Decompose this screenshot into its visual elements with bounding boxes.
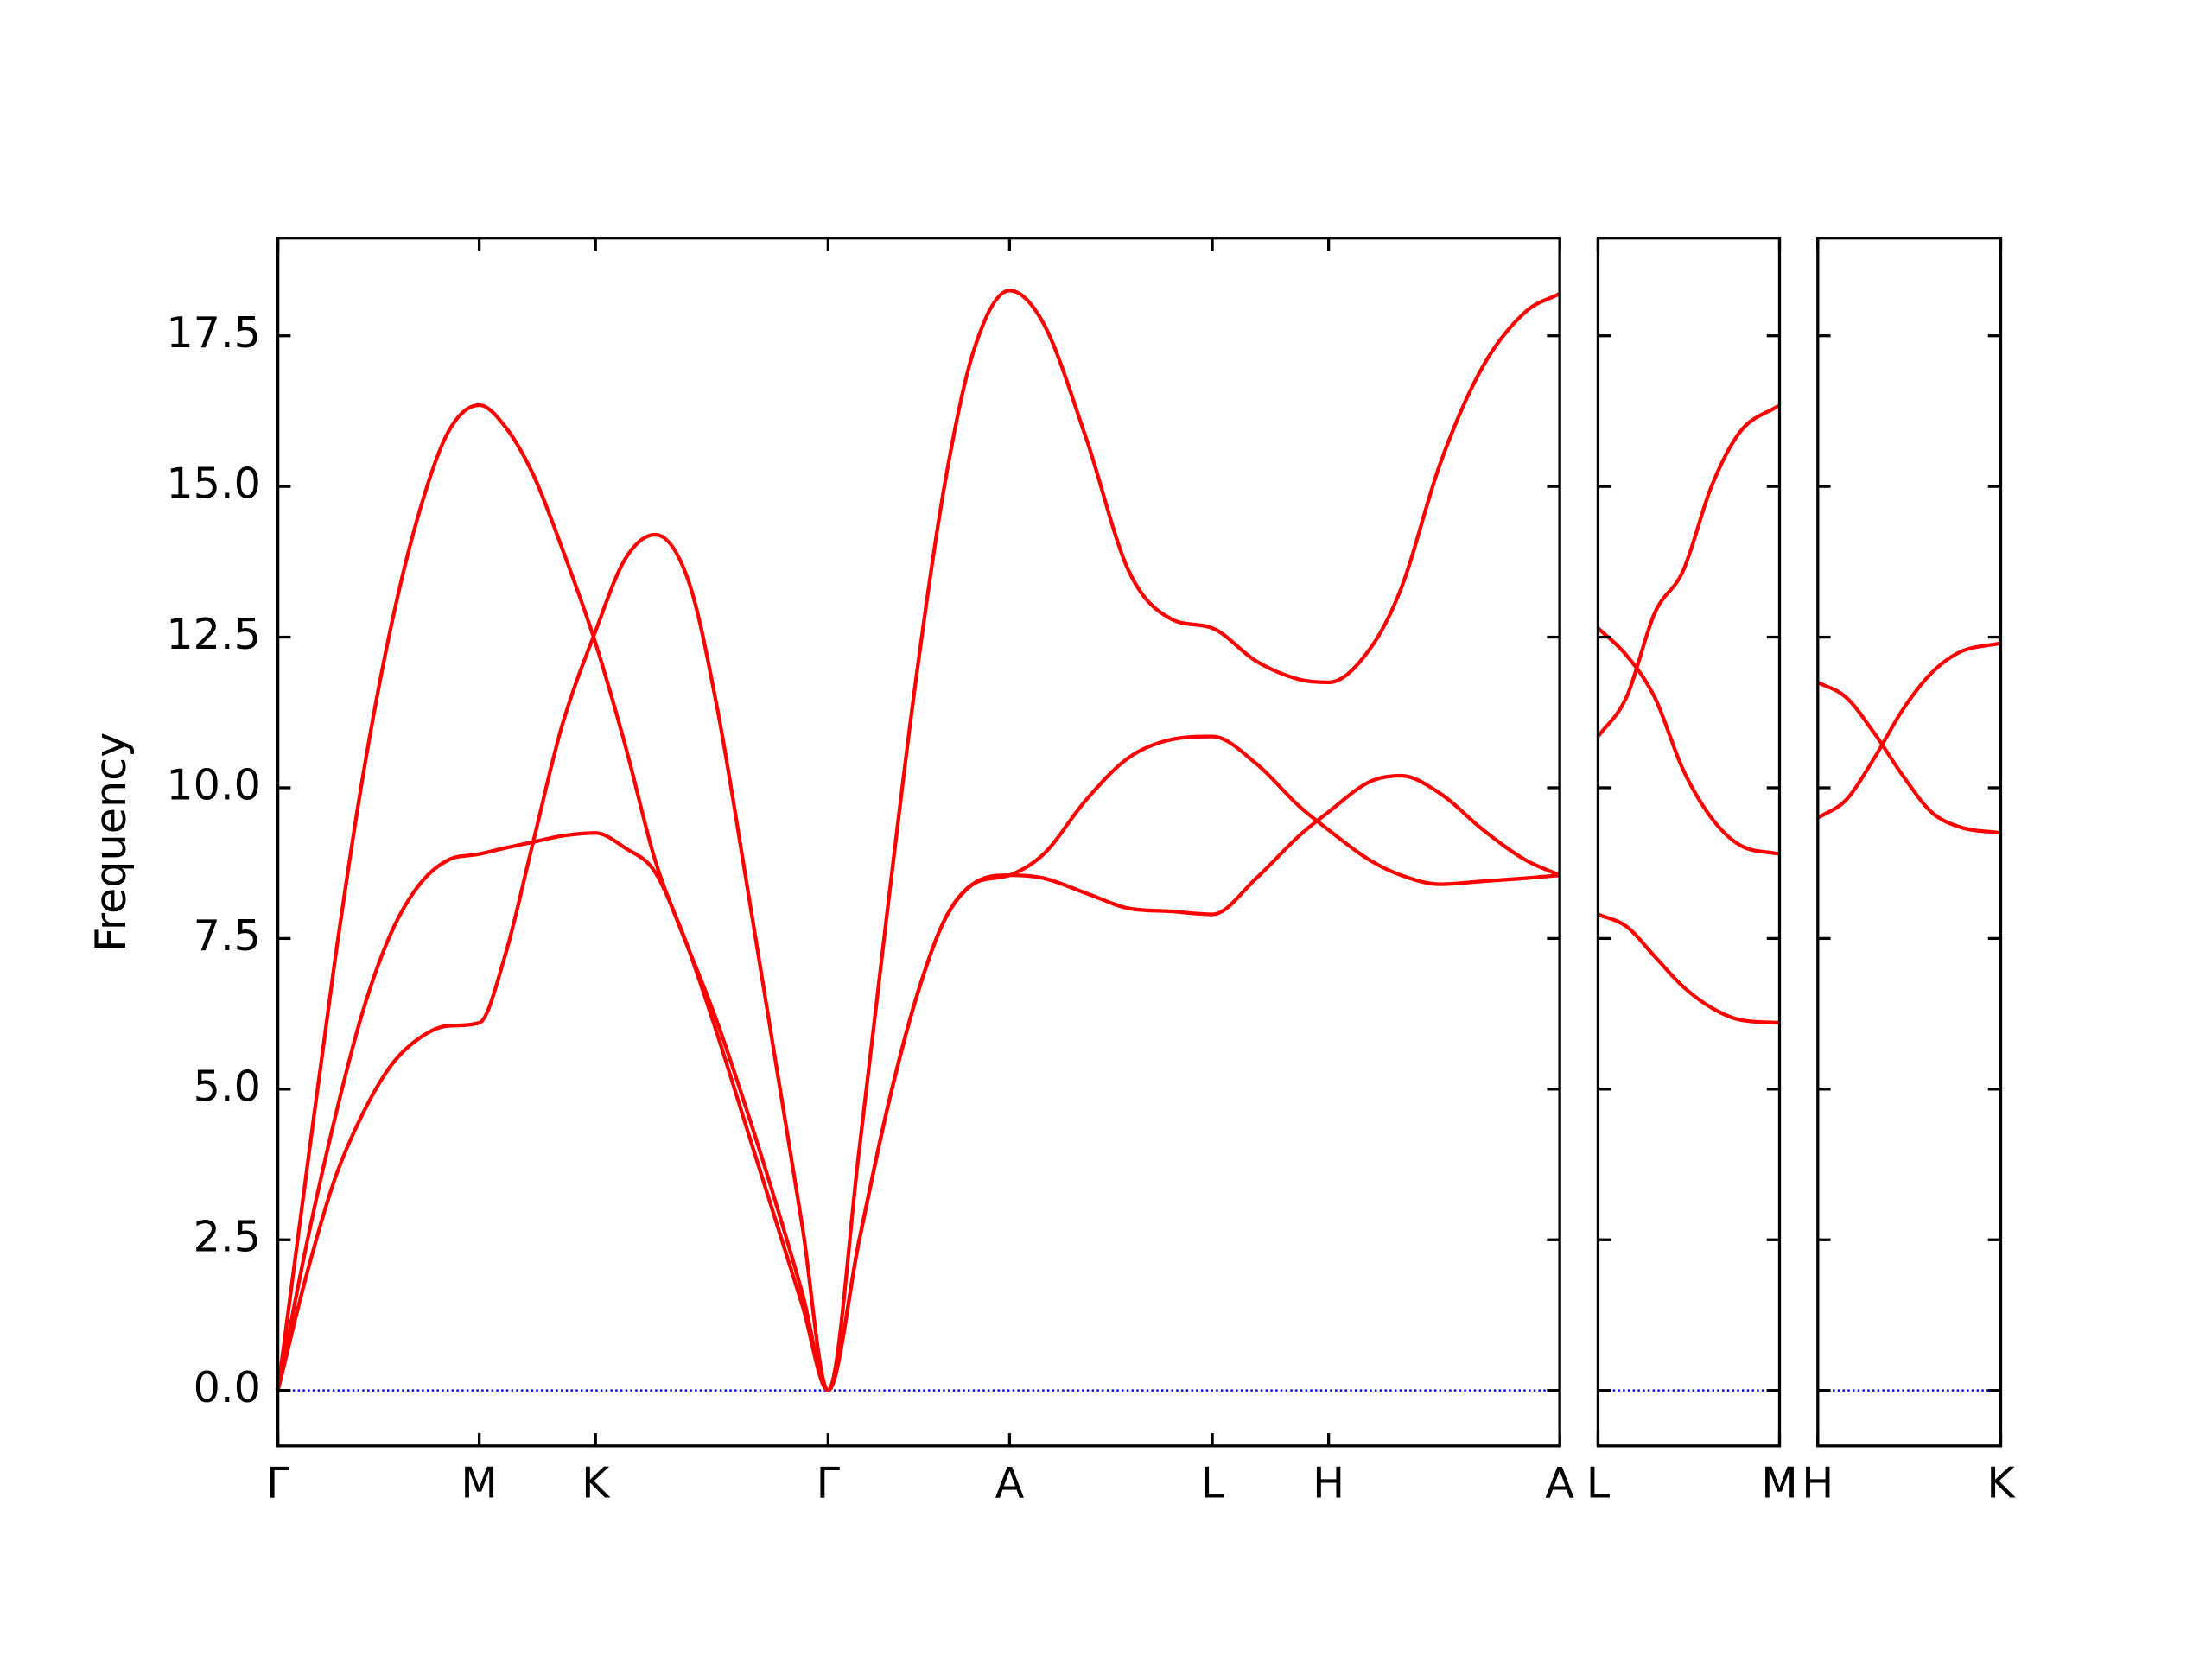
y-tick-label: 7.5 xyxy=(194,910,261,961)
plot-frame xyxy=(1596,237,1782,1448)
x-tick-label: H xyxy=(1802,1457,1834,1507)
plot-frame xyxy=(1816,237,2003,1448)
band-line xyxy=(276,289,1561,1392)
x-tick-label: L xyxy=(1200,1457,1224,1507)
x-tick-label: H xyxy=(1313,1457,1344,1507)
band-line xyxy=(1596,626,1780,856)
y-tick-label: 0.0 xyxy=(194,1362,261,1412)
band-line xyxy=(1816,680,2001,835)
x-tick-label: A xyxy=(995,1457,1025,1507)
band-line xyxy=(1596,403,1781,738)
y-tick-label: 17.5 xyxy=(166,308,261,358)
y-tick-label: 12.5 xyxy=(166,609,261,659)
x-tick-label: Γ xyxy=(817,1457,841,1507)
x-tick-label: L xyxy=(1586,1457,1611,1507)
band-line xyxy=(276,734,1560,1392)
x-tick-label: Γ xyxy=(266,1457,290,1507)
plot-frame xyxy=(276,237,1561,1448)
y-tick-label: 5.0 xyxy=(194,1061,261,1111)
y-tick-label: 10.0 xyxy=(166,759,261,809)
band-line xyxy=(276,532,1560,1392)
y-tick-label: 15.0 xyxy=(166,459,261,509)
x-tick-label: A xyxy=(1545,1457,1574,1507)
x-tick-label: M xyxy=(1761,1457,1797,1507)
x-tick-label: K xyxy=(1986,1457,2016,1507)
x-tick-label: M xyxy=(461,1457,497,1507)
y-tick-label: 2.5 xyxy=(194,1212,261,1262)
y-axis-label: Frequency xyxy=(86,733,136,952)
x-tick-label: K xyxy=(582,1457,611,1507)
band-line xyxy=(1816,641,2001,820)
band-line xyxy=(1597,912,1780,1025)
